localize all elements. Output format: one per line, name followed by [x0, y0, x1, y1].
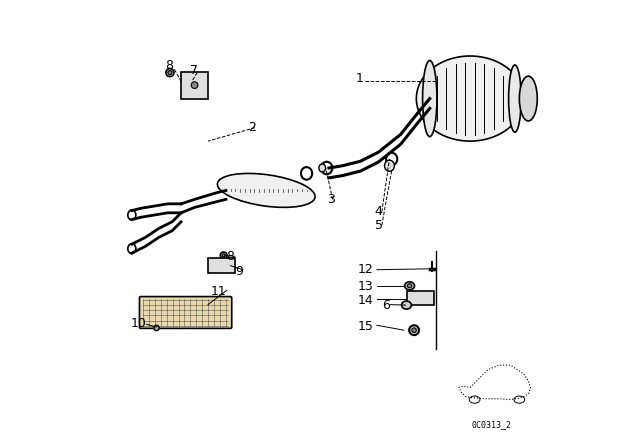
Text: 12: 12	[358, 263, 374, 276]
Ellipse shape	[509, 65, 521, 132]
Text: 1: 1	[356, 72, 364, 85]
Text: 2: 2	[248, 121, 257, 134]
Text: 4: 4	[375, 205, 383, 219]
Ellipse shape	[220, 252, 227, 259]
Text: 6: 6	[383, 299, 390, 313]
Text: 5: 5	[375, 219, 383, 232]
Ellipse shape	[401, 301, 412, 309]
Ellipse shape	[191, 82, 198, 89]
Text: 8: 8	[165, 59, 173, 73]
Polygon shape	[181, 72, 208, 99]
Ellipse shape	[422, 60, 437, 137]
Text: 9: 9	[235, 264, 243, 278]
Ellipse shape	[404, 282, 415, 290]
FancyBboxPatch shape	[140, 297, 232, 328]
Text: 0C0313_2: 0C0313_2	[471, 420, 511, 429]
Text: 10: 10	[131, 317, 147, 331]
Ellipse shape	[154, 325, 159, 331]
Ellipse shape	[417, 56, 524, 141]
Ellipse shape	[412, 328, 417, 332]
Ellipse shape	[166, 69, 174, 77]
Ellipse shape	[407, 284, 412, 288]
Polygon shape	[208, 258, 235, 273]
Ellipse shape	[385, 160, 394, 172]
Ellipse shape	[409, 325, 419, 335]
Text: 13: 13	[358, 280, 374, 293]
Text: 11: 11	[211, 284, 227, 298]
Text: 14: 14	[358, 293, 374, 307]
Ellipse shape	[222, 254, 225, 257]
Ellipse shape	[319, 164, 326, 172]
Text: 7: 7	[190, 64, 198, 77]
Text: 3: 3	[327, 193, 335, 206]
Text: 8: 8	[226, 250, 234, 263]
Ellipse shape	[218, 173, 315, 207]
Polygon shape	[407, 291, 435, 305]
Text: 15: 15	[358, 319, 374, 333]
Ellipse shape	[168, 71, 172, 75]
Ellipse shape	[520, 76, 538, 121]
